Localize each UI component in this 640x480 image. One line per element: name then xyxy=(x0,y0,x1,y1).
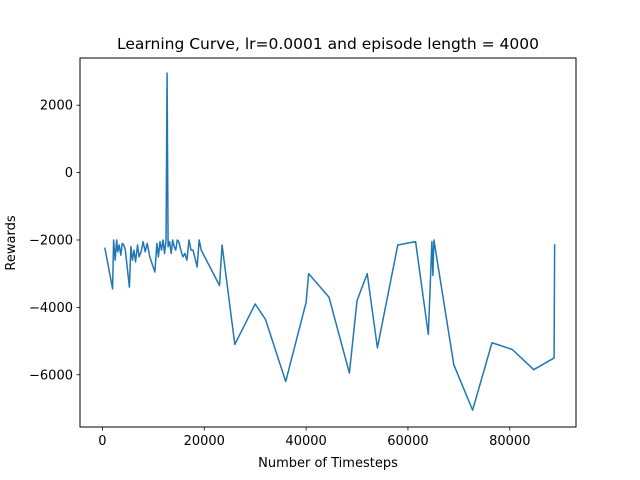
plot-area xyxy=(104,72,556,411)
chart-title: Learning Curve, lr=0.0001 and episode le… xyxy=(117,35,539,53)
x-tick-label: 0 xyxy=(98,434,106,449)
x-axis-title: Number of Timesteps xyxy=(258,456,398,471)
y-tick-label: 2000 xyxy=(40,99,73,114)
y-axis-title: Rewards xyxy=(4,215,19,270)
y-tick-label: −2000 xyxy=(29,233,73,248)
series-line-0 xyxy=(104,72,556,411)
x-axis-ticks: 0 20000 40000 60000 80000 xyxy=(98,427,530,449)
x-tick-label: 80000 xyxy=(489,434,530,449)
y-tick-label: 0 xyxy=(65,166,73,181)
x-tick-label: 40000 xyxy=(285,434,326,449)
x-tick-label: 60000 xyxy=(387,434,428,449)
x-tick-label: 20000 xyxy=(184,434,225,449)
y-tick-label: −6000 xyxy=(29,368,73,383)
y-axis-ticks: 2000 0 −2000 −4000 −6000 xyxy=(29,99,80,383)
plot-frame xyxy=(79,57,577,428)
y-tick-label: −4000 xyxy=(29,301,73,316)
